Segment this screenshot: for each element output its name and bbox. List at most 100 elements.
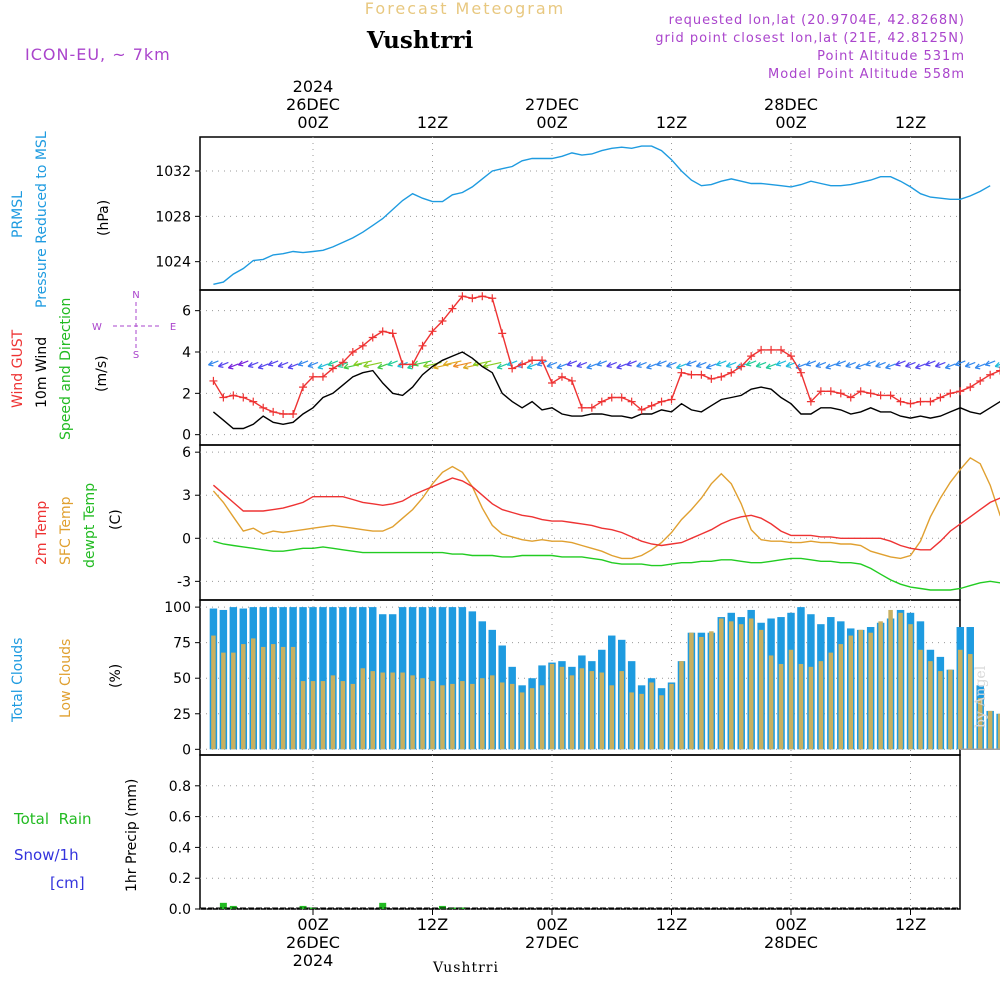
wind-arrow-head (556, 363, 563, 370)
wind-direction-arrow (496, 363, 508, 369)
wind-direction-arrow (994, 363, 1000, 367)
wind-arrow-head (546, 361, 553, 368)
wind-gust-marker (478, 292, 487, 301)
cloud-ytick-label: 25 (173, 707, 191, 723)
wind-arrow-head (482, 361, 489, 368)
low-cloud-bar (858, 629, 863, 750)
wind-gust-marker (597, 397, 606, 406)
top-time-label: 12Z (895, 113, 926, 132)
wind-arrow-head (725, 361, 732, 368)
wind-arrow-head (377, 363, 383, 370)
wind-direction-arrow (865, 360, 876, 366)
bottom-time-label: 00Z (536, 915, 567, 934)
wind-arrow-head (835, 360, 841, 367)
wind-arrow-head (586, 363, 592, 370)
compass-w: W (92, 322, 102, 333)
wind-arrow-head (363, 361, 369, 368)
wind-gust-marker (269, 407, 278, 416)
wind-gust-marker (239, 393, 248, 402)
wind-gust-marker (976, 376, 985, 385)
wind-gust-marker (617, 393, 626, 402)
total-cloud-bar (299, 607, 307, 750)
wind10-line (212, 351, 1000, 430)
precip-ytick-label: 0.0 (169, 902, 191, 918)
bottom-time-label: 26DEC (286, 933, 340, 952)
wind-arrow-head (343, 363, 349, 370)
rain-label: Total Rain (13, 810, 92, 828)
wind-direction-arrow (875, 361, 886, 367)
wind-direction-arrow (463, 363, 482, 369)
precip-ytick-label: 0.2 (169, 871, 191, 887)
wind-gust-marker (368, 333, 377, 342)
low-cloud-bar (908, 624, 913, 750)
low-cloud-bar (898, 612, 903, 750)
low-cloud-bar (599, 672, 605, 750)
cloud-ytick-label: 0 (182, 742, 191, 758)
cloud-ytick-label: 50 (173, 671, 191, 687)
wind-direction-arrow (596, 360, 608, 366)
wind-direction-arrow (765, 363, 777, 369)
low-cloud-bar (629, 692, 634, 750)
low-cloud-bar (788, 649, 794, 750)
rain-bar (438, 905, 446, 909)
wind-gust-marker (916, 397, 925, 406)
wind-gust-marker (767, 345, 776, 354)
rain-bar (299, 905, 307, 909)
snow-label: Snow/1h (14, 846, 79, 864)
wind-ytick-label: 4 (182, 345, 191, 361)
wind-arrow-head (327, 360, 334, 367)
wind-direction-arrow (257, 363, 269, 369)
top-time-label: 12Z (656, 113, 687, 132)
top-time-label: 27DEC (525, 95, 579, 114)
low-cloud-bar (579, 668, 585, 750)
low-cloud-bar (768, 655, 774, 750)
wind-direction-arrow (586, 363, 598, 369)
wind-gust-marker (328, 364, 337, 373)
total-cloud-bar (448, 607, 457, 750)
low-cloud-bar (569, 675, 575, 750)
bottom-time-label: 2024 (293, 951, 334, 970)
low-cloud-bar (400, 672, 405, 750)
temperature-panel: -3 0 3 6 (177, 444, 1000, 601)
cloud-unit: (%) (108, 664, 124, 688)
wind-gust-marker (338, 358, 347, 367)
low-cloud-bar (519, 692, 525, 750)
wind-direction-arrow (327, 360, 339, 366)
low-cloud-bar (290, 646, 296, 750)
low-cloud-bar (997, 713, 1000, 750)
wind-arrow-head (387, 360, 393, 367)
wind-gust-label: Wind GUST (10, 329, 26, 408)
wind-gust-marker (647, 401, 656, 410)
pressure-ytick-label: 1032 (155, 164, 191, 180)
low-cloud-bar (370, 671, 375, 750)
wind-arrow-head (944, 363, 951, 370)
wind-direction-arrow (984, 360, 996, 366)
pressure-msl-label: Pressure Reduced to MSL (34, 131, 50, 308)
wind-dir-label: Speed and Direction (58, 298, 74, 440)
low-cloud-bar (878, 621, 883, 750)
low-cloud-bar (938, 671, 943, 750)
low-cloud-bar (888, 609, 893, 750)
top-time-label: 26DEC (286, 95, 340, 114)
pressure-unit: (hPa) (96, 200, 112, 236)
dewpt-line (213, 540, 1000, 591)
low-cloud-bar (639, 693, 644, 750)
wind-arrow-head (984, 360, 991, 367)
wind-direction-arrow (387, 360, 398, 366)
wind-arrow-head (526, 363, 533, 370)
wind-direction-arrow (656, 360, 667, 366)
wind-direction-arrow (845, 361, 856, 367)
wind-direction-arrow (666, 361, 677, 367)
low-cloud-bar (828, 652, 834, 750)
wind-direction-arrow (935, 361, 946, 367)
wind-direction-arrow (443, 360, 462, 366)
low-cloud-bar (958, 649, 963, 750)
low-cloud-bar (669, 683, 674, 750)
compass-e: E (170, 322, 176, 333)
wind-gust-marker (787, 352, 795, 361)
wind-gust-marker (866, 389, 875, 398)
wind-arrow-head (994, 361, 1000, 368)
low-cloud-bar (350, 683, 356, 750)
